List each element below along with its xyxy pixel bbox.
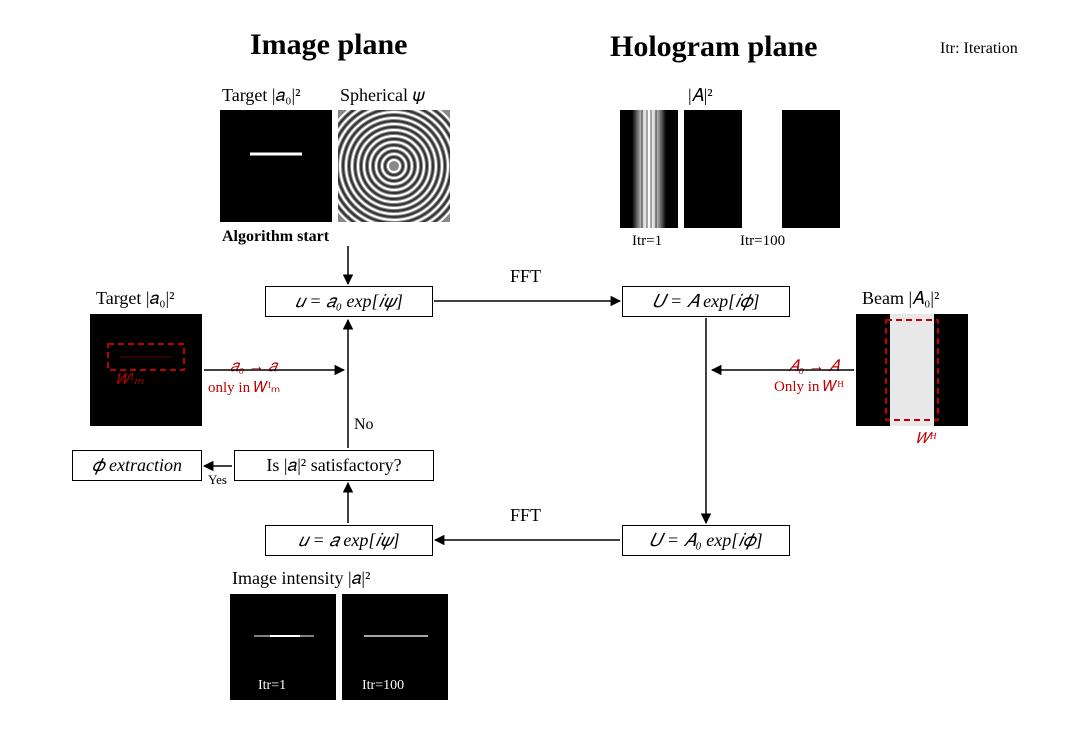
only-in-WIm: only in 𝑊ᴵₘ: [208, 378, 280, 397]
title-hologram-plane: Hologram plane: [610, 30, 818, 64]
fft-top: FFT: [510, 266, 541, 287]
intensity-itr1-label: Itr=1: [258, 678, 286, 694]
target-top-label: Target |𝑎₀|²: [222, 85, 301, 106]
hologram-A-itr1: [620, 110, 678, 228]
A-squared-label: |𝐴|²: [688, 85, 713, 106]
holo-itr1: Itr=1: [632, 233, 662, 250]
box-phi-extraction: 𝜙 extraction: [72, 450, 202, 481]
a0-to-a: 𝑎₀ → 𝑎: [230, 358, 277, 376]
itr-legend: Itr: Iteration: [940, 40, 1018, 58]
left-target-label: Target |𝑎₀|²: [96, 288, 175, 309]
target-top-thumb: [220, 110, 332, 222]
holo-itr100: Itr=100: [740, 233, 785, 250]
box-u-top-text: 𝑢 = 𝑎₀ exp[𝑖𝜓]: [295, 291, 403, 311]
box-U-top: 𝑈 = 𝐴 exp[𝑖𝜙]: [622, 286, 790, 317]
W-Im-label: 𝑊ᴵₘ: [116, 370, 143, 389]
beam-thumb: [856, 314, 968, 426]
left-target-thumb: [90, 314, 202, 426]
box-phi-extraction-text: 𝜙 extraction: [92, 455, 182, 475]
only-in-WH: Only in 𝑊ᴴ: [774, 378, 844, 396]
yes-label: Yes: [208, 472, 227, 488]
A0-to-A: 𝐴₀ → 𝐴: [788, 358, 839, 376]
W-H-label: 𝑊ᴴ: [916, 430, 935, 448]
algorithm-start: Algorithm start: [222, 228, 329, 246]
box-U-bot: 𝑈 = 𝐴₀ exp[𝑖𝜙]: [622, 525, 790, 556]
beam-label: Beam |𝐴₀|²: [862, 288, 939, 309]
box-U-bot-text: 𝑈 = 𝐴₀ exp[𝑖𝜙]: [649, 530, 762, 550]
box-u-bot: 𝑢 = 𝑎 exp[𝑖𝜓]: [265, 525, 433, 556]
hologram-A-itr100-a: [684, 110, 742, 228]
title-image-plane: Image plane: [250, 28, 408, 62]
hologram-A-itr100-b: [782, 110, 840, 228]
box-satisfactory-text: Is |𝑎|² satisfactory?: [266, 455, 401, 475]
spherical-label: Spherical 𝜓: [340, 85, 425, 106]
fft-bot: FFT: [510, 505, 541, 526]
spherical-thumb: [338, 110, 450, 222]
box-u-top: 𝑢 = 𝑎₀ exp[𝑖𝜓]: [265, 286, 433, 317]
image-intensity-label: Image intensity |𝑎|²: [232, 568, 370, 589]
box-satisfactory: Is |𝑎|² satisfactory?: [234, 450, 434, 481]
intensity-itr100-label: Itr=100: [362, 678, 404, 694]
box-U-top-text: 𝑈 = 𝐴 exp[𝑖𝜙]: [653, 291, 760, 311]
box-u-bot-text: 𝑢 = 𝑎 exp[𝑖𝜓]: [298, 530, 399, 550]
no-label: No: [354, 416, 374, 434]
